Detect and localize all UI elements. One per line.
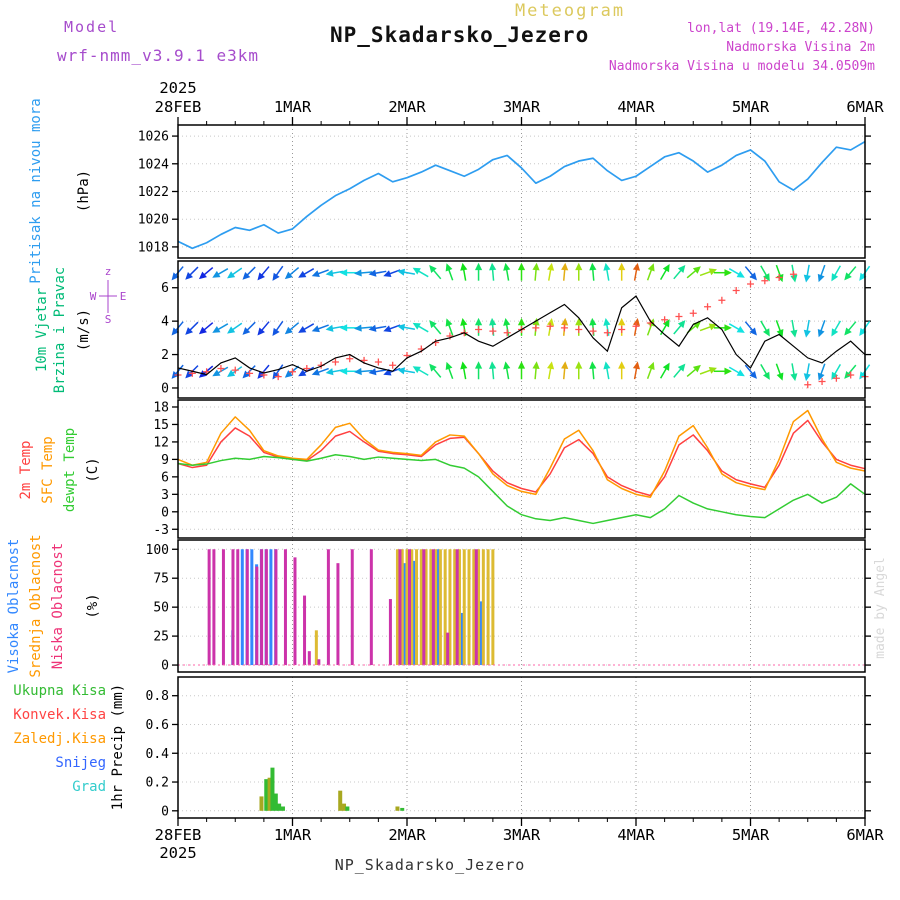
cloud-legend-2: Niska Oblacnost <box>50 543 66 669</box>
svg-text:3: 3 <box>161 488 169 503</box>
pressure-panel-border <box>177 124 866 259</box>
svg-text:1020: 1020 <box>138 213 169 228</box>
svg-text:1018: 1018 <box>138 240 169 255</box>
wind-axis-label-1: 10m Vjetar <box>34 288 50 372</box>
svg-text:-3: -3 <box>153 523 169 538</box>
svg-text:1024: 1024 <box>138 157 169 172</box>
svg-text:0: 0 <box>161 505 169 520</box>
clouds-panel-border <box>177 539 866 673</box>
svg-text:12: 12 <box>153 435 169 450</box>
wind-panel-border <box>177 260 866 399</box>
model-label: Model <box>64 18 120 36</box>
wind-compass: zW ES <box>90 265 127 326</box>
svg-text:6MAR: 6MAR <box>846 98 884 116</box>
wind-axis-label-2: Brzina i Pravac <box>52 267 68 393</box>
svg-text:2MAR: 2MAR <box>388 98 426 116</box>
precip-bars <box>259 767 405 811</box>
svg-text:0: 0 <box>161 381 169 396</box>
pressure-unit-label: (hPa) <box>76 170 92 212</box>
svg-text:5MAR: 5MAR <box>732 826 770 844</box>
svg-text:6: 6 <box>161 281 169 296</box>
svg-text:4MAR: 4MAR <box>617 98 655 116</box>
precip-legend-4: Grad <box>72 779 106 795</box>
pressure-line <box>177 140 866 250</box>
elevation-text: Nadmorska Visina 2m <box>726 40 875 55</box>
wind-speed-line <box>177 295 866 376</box>
temp-line-dewpt-temp <box>177 453 866 525</box>
svg-text:0.4: 0.4 <box>146 747 170 762</box>
cloud-legend-1: Srednja Oblacnost <box>28 534 44 677</box>
lonlat-text: lon,lat (19.14E, 42.28N) <box>687 21 875 36</box>
svg-text:2025: 2025 <box>159 79 196 97</box>
svg-text:S: S <box>105 313 112 326</box>
precip-legend-0: Ukupna Kisa <box>13 683 106 699</box>
page-title: NP_Skadarsko_Jezero <box>330 23 590 47</box>
svg-text:9: 9 <box>161 453 169 468</box>
temp-legend-0: 2m Temp <box>18 440 34 499</box>
model-name: wrf-nmm_v3.9.1 e3km <box>57 46 260 65</box>
watermark: made by Angel <box>873 557 888 659</box>
temp-line-sfc-temp <box>177 409 866 498</box>
svg-text:2: 2 <box>161 348 169 363</box>
precip-legend-3: Snijeg <box>55 755 106 771</box>
svg-text:4MAR: 4MAR <box>617 826 655 844</box>
svg-text:100: 100 <box>146 543 169 558</box>
svg-text:1MAR: 1MAR <box>274 826 312 844</box>
svg-text:W: W <box>90 290 97 303</box>
svg-text:25: 25 <box>153 630 169 645</box>
time-axis: 28FEB 28FEB 1MAR 1MAR 2MAR 2MAR 3MAR 3MAR 4MAR 4M… <box>155 79 885 862</box>
svg-text:3MAR: 3MAR <box>503 826 541 844</box>
app-title: Meteogram <box>514 1 626 21</box>
svg-text:6: 6 <box>161 470 169 485</box>
pressure-grid: 1018 1020 1022 1024 1026 <box>138 125 871 258</box>
clouds-grid: 0 25 50 75 100 <box>146 540 871 674</box>
cloud-legend-0: Visoka Oblacnost <box>6 539 22 674</box>
svg-text:28FEB: 28FEB <box>155 98 202 116</box>
temp-grid: -3 0 3 6 9 12 15 18 <box>153 400 871 538</box>
svg-text:75: 75 <box>153 572 169 587</box>
svg-text:z: z <box>105 265 112 278</box>
svg-text:0.6: 0.6 <box>146 718 169 733</box>
svg-text:4: 4 <box>161 315 169 330</box>
precip-legend-2: Zaledj.Kisa <box>13 731 106 747</box>
cloud-unit-label: (%) <box>85 593 101 618</box>
svg-text:1MAR: 1MAR <box>274 98 312 116</box>
wind-unit-label: (m/s) <box>76 309 92 351</box>
svg-text:5MAR: 5MAR <box>732 98 770 116</box>
temp-legend-1: SFC Temp <box>40 436 56 503</box>
cloud-bars <box>207 549 495 666</box>
svg-text:28FEB: 28FEB <box>155 826 202 844</box>
location-info: lon,lat (19.14E, 42.28N) Nadmorska Visin… <box>609 19 875 76</box>
svg-text:0: 0 <box>161 804 169 819</box>
svg-text:3MAR: 3MAR <box>503 98 541 116</box>
svg-text:18: 18 <box>153 400 169 415</box>
footer-title: NP_Skadarsko_Jezero <box>334 856 526 874</box>
svg-text:15: 15 <box>153 418 169 433</box>
precip-grid: 0 0.2 0.4 0.6 0.8 <box>146 677 871 819</box>
precip-legend-1: Konvek.Kisa <box>13 707 106 723</box>
svg-text:0.8: 0.8 <box>146 689 169 704</box>
precip-unit-label: 1hr Precip (mm) <box>110 684 126 810</box>
pressure-axis-label: Pritisak na nivou mora <box>28 98 44 283</box>
svg-text:0.2: 0.2 <box>146 776 169 791</box>
wind-grid: 0 2 4 6 <box>161 261 871 398</box>
svg-text:1022: 1022 <box>138 185 169 200</box>
model-elevation-text: Nadmorska Visina u modelu 34.0509m <box>608 59 875 74</box>
svg-text:2025: 2025 <box>159 844 196 862</box>
svg-text:0: 0 <box>161 659 169 674</box>
precip-panel-border <box>177 676 866 819</box>
svg-text:50: 50 <box>153 601 169 616</box>
temp-legend-2: dewpt Temp <box>62 428 78 512</box>
wind-vectors <box>171 262 871 382</box>
temp-unit-label: (C) <box>85 457 101 482</box>
svg-text:6MAR: 6MAR <box>846 826 884 844</box>
temp-panel-border <box>177 399 866 539</box>
svg-text:2MAR: 2MAR <box>388 826 426 844</box>
svg-text:E: E <box>120 290 127 303</box>
svg-text:1026: 1026 <box>138 130 169 145</box>
